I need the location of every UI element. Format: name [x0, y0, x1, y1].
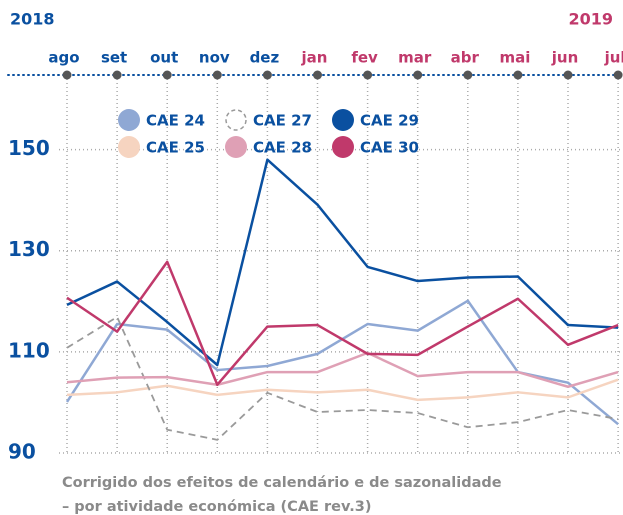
legend-label: CAE 24: [146, 112, 205, 130]
x-tick-dot: [162, 70, 172, 80]
x-tick-label: nov: [199, 49, 230, 67]
x-tick-dot: [313, 70, 322, 80]
series-line: [66, 351, 619, 389]
x-tick-dot: [363, 70, 373, 80]
year-label: 2018: [10, 10, 55, 29]
legend-swatch: [332, 109, 354, 131]
x-tick-dot: [463, 70, 473, 80]
note: – por atividade económica (CAE rev.3): [62, 499, 371, 515]
x-tick-label: out: [150, 49, 178, 67]
x-tick-label: jan: [301, 49, 328, 67]
legend-swatch: [332, 136, 354, 158]
legend-label: CAE 28: [253, 139, 312, 157]
x-tick-label: mai: [499, 49, 530, 67]
legend-swatch: [118, 136, 140, 158]
y-tick-label: 90: [8, 440, 36, 464]
y-tick-label: 150: [8, 136, 50, 160]
x-tick-label: jul: [604, 49, 623, 67]
x-tick-dot: [413, 70, 423, 80]
x-tick-label: set: [101, 49, 127, 67]
x-tick-label: mar: [398, 49, 432, 67]
y-tick-label: 110: [8, 338, 50, 362]
series-line: [66, 158, 619, 367]
x-tick-dot: [563, 70, 573, 80]
series-line: [66, 260, 619, 386]
x-tick-dot: [262, 70, 272, 80]
legend-swatch: [118, 109, 140, 131]
series-line: [66, 378, 619, 402]
x-tick-dot: [112, 70, 122, 80]
legend-label: CAE 29: [360, 112, 419, 130]
legend-swatch: [225, 136, 247, 158]
year-label: 2019: [568, 10, 613, 29]
series-line: [66, 316, 619, 441]
x-tick-label: jun: [551, 49, 579, 67]
x-tick-label: dez: [250, 49, 280, 67]
note: Corrigido dos efeitos de calendário e de…: [62, 475, 502, 491]
x-tick-dot: [613, 70, 623, 80]
x-tick-dot: [212, 70, 222, 80]
x-tick-label: abr: [451, 49, 480, 67]
x-tick-label: fev: [351, 49, 378, 67]
x-tick-dot: [62, 70, 72, 80]
legend-label: CAE 30: [360, 139, 419, 157]
x-tick-label: ago: [48, 49, 79, 67]
legend-label: CAE 25: [146, 139, 205, 157]
legend-swatch: [225, 109, 247, 131]
x-tick-dot: [513, 70, 523, 80]
legend-label: CAE 27: [253, 112, 312, 130]
y-tick-label: 130: [8, 237, 50, 261]
